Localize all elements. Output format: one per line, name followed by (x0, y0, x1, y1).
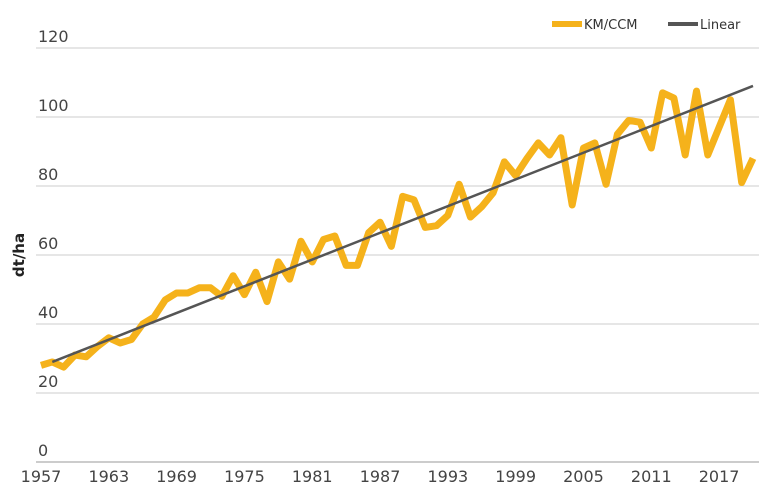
y-tick-label: 40 (38, 303, 58, 322)
x-tick-label: 1987 (360, 467, 401, 486)
series-line (51, 84, 754, 364)
x-tick-label: 1993 (427, 467, 468, 486)
y-tick-label: 80 (38, 165, 58, 184)
x-tick-label: 2011 (631, 467, 672, 486)
y-axis-label: dt/ha (10, 233, 28, 277)
legend-label: KM/CCM (584, 18, 638, 33)
x-tick-label: 1981 (292, 467, 333, 486)
x-tick-label: 2017 (699, 467, 740, 486)
x-tick-label: 1957 (21, 467, 62, 486)
legend-label: Linear (700, 18, 741, 33)
x-tick-label: 1999 (495, 467, 536, 486)
y-tick-label: 20 (38, 372, 58, 391)
x-tick-label: 2005 (563, 467, 604, 486)
y-tick-label: 60 (38, 234, 58, 253)
x-tick-label: 1975 (224, 467, 265, 486)
y-tick-label: 0 (38, 441, 48, 460)
x-tick-label: 1969 (156, 467, 197, 486)
x-tick-label: 1963 (88, 467, 129, 486)
y-tick-label: 100 (38, 96, 69, 115)
y-tick-label: 120 (38, 27, 69, 46)
series-line (39, 87, 757, 371)
